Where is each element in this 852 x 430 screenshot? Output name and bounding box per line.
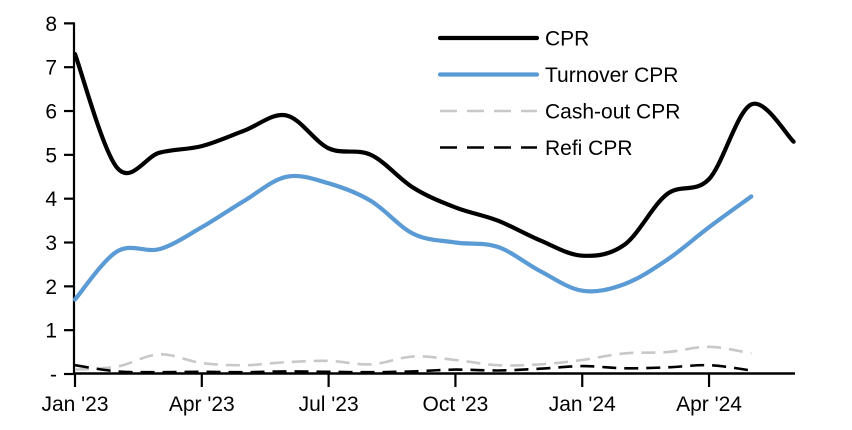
legend-label: Cash-out CPR: [545, 101, 680, 124]
y-tick-label: 5: [45, 144, 57, 167]
series-line-cash-out-cpr: [74, 345, 752, 371]
legend-label: CPR: [545, 28, 589, 51]
y-tick-label: 2: [45, 276, 57, 299]
x-tick-label: Jan '24: [549, 393, 616, 416]
x-tick-label: Oct '23: [422, 393, 488, 416]
series-line-refi-cpr: [74, 363, 752, 374]
series-line-cpr: [72, 51, 796, 258]
y-tick-label: 3: [45, 232, 57, 255]
y-tick-label: 1: [45, 320, 57, 343]
y-tick-label: -: [50, 364, 57, 387]
y-tick-label: 4: [45, 188, 57, 211]
y-tick-label: 7: [45, 57, 57, 80]
y-tick-label: 6: [45, 101, 57, 124]
x-tick-label: Jan '23: [41, 393, 108, 416]
legend-label: Refi CPR: [545, 137, 633, 160]
x-tick-label: Apr '24: [676, 393, 742, 416]
legend-label: Turnover CPR: [545, 64, 678, 87]
series-line-turnover-cpr: [72, 173, 754, 302]
x-tick-label: Apr '23: [169, 393, 235, 416]
y-tick-label: 8: [45, 13, 57, 36]
x-tick-label: Jul '23: [299, 393, 359, 416]
